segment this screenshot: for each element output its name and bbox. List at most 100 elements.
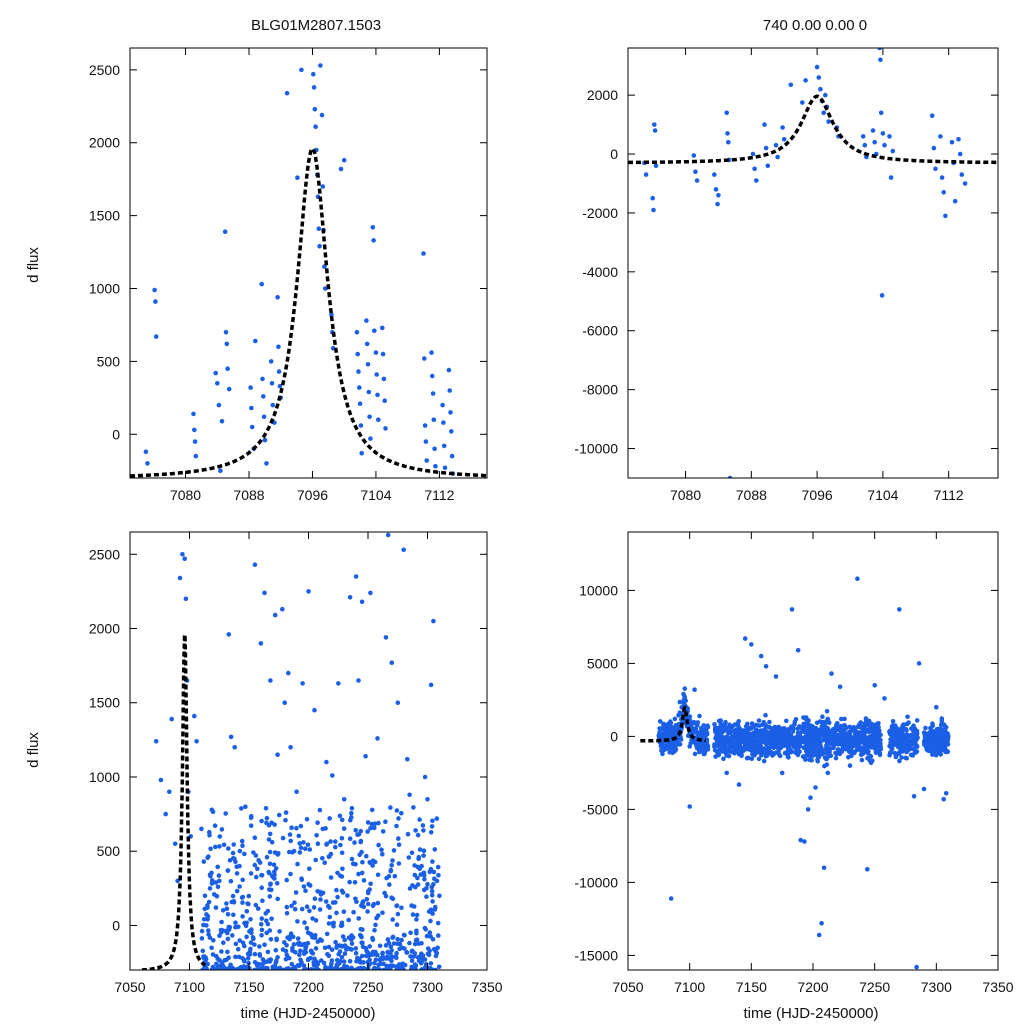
data-point (231, 842, 236, 847)
data-point (345, 893, 350, 898)
data-point (388, 965, 393, 970)
data-point (280, 835, 286, 841)
data-point (433, 967, 438, 970)
data-point (903, 742, 909, 747)
data-point (821, 865, 827, 871)
data-point (831, 731, 836, 736)
panel-bottom-right: 7050 7100 7150 7200 7250 7300 7350 -15000 -10000… (574, 531, 1014, 995)
data-point (308, 967, 314, 970)
data-point (217, 844, 222, 849)
data-point (895, 744, 901, 750)
data-point (334, 887, 339, 893)
data-point (841, 729, 846, 734)
data-point (726, 753, 732, 759)
data-point (407, 886, 413, 891)
data-point (283, 810, 289, 815)
data-point (365, 890, 371, 896)
data-point (815, 758, 820, 764)
data-point (395, 941, 401, 947)
data-point (840, 742, 846, 747)
data-point (414, 917, 419, 922)
x-tick-label: 7200 (293, 979, 324, 995)
data-point (265, 966, 270, 970)
data-point (383, 426, 388, 431)
data-point (417, 847, 423, 852)
x-tick-label: 7088 (736, 487, 767, 503)
data-point (882, 142, 887, 148)
scatter-points (153, 532, 442, 970)
data-point (721, 724, 727, 729)
data-point (367, 414, 372, 420)
data-point (353, 574, 359, 579)
data-point (873, 746, 878, 752)
data-point (411, 805, 416, 810)
data-point (214, 961, 219, 967)
data-point (320, 184, 326, 189)
data-point (827, 749, 832, 754)
data-point (347, 879, 352, 885)
data-point (301, 951, 307, 956)
data-point (231, 900, 237, 905)
data-point (326, 921, 332, 926)
data-point (929, 113, 935, 118)
data-point (317, 907, 323, 912)
panel-bottom-left: 7050 7100 7150 7200 7250 7300 7350 0 500 1000 1500… (89, 531, 503, 995)
data-point (333, 939, 338, 945)
data-point (431, 618, 436, 624)
data-point (200, 948, 206, 954)
data-point (365, 362, 371, 367)
data-point (436, 964, 442, 970)
data-point (378, 957, 384, 962)
data-point (767, 730, 773, 735)
data-point (337, 949, 343, 954)
data-point (810, 725, 816, 731)
data-point (297, 841, 303, 846)
data-point (926, 731, 931, 737)
y-tick-label: 1500 (89, 695, 120, 711)
y-tick-label: -10000 (574, 874, 618, 890)
data-point (191, 411, 196, 417)
data-point (340, 866, 345, 872)
data-point (435, 864, 441, 870)
data-point (177, 575, 183, 581)
data-point (441, 443, 447, 449)
data-point (411, 954, 417, 959)
data-point (802, 839, 807, 844)
data-point (407, 792, 412, 798)
data-point (416, 856, 421, 862)
data-point (425, 951, 431, 957)
data-point (206, 932, 211, 937)
data-point (383, 635, 389, 640)
data-point (798, 837, 803, 843)
data-point (247, 949, 253, 955)
data-point (243, 966, 248, 970)
data-point (236, 924, 241, 930)
data-point (330, 773, 335, 778)
data-point (750, 751, 755, 757)
data-point (267, 831, 273, 837)
data-point (266, 837, 272, 842)
x-tick-label: 7150 (233, 979, 264, 995)
data-point (806, 737, 811, 743)
data-point (773, 142, 779, 148)
data-point (821, 733, 826, 739)
data-point (368, 825, 373, 831)
data-point (203, 956, 209, 962)
data-point (349, 941, 355, 946)
data-point (943, 791, 949, 796)
data-point (225, 912, 231, 917)
data-point (424, 933, 430, 939)
data-point (207, 886, 213, 891)
x-tick-label: 7250 (859, 979, 890, 995)
data-point (788, 749, 794, 755)
data-point (396, 842, 402, 847)
data-point (375, 392, 380, 398)
data-point (232, 856, 237, 862)
data-point (325, 952, 330, 957)
data-point (375, 900, 381, 906)
data-point (763, 712, 768, 718)
data-point (284, 952, 290, 958)
data-point (367, 957, 373, 963)
x-tick-label: 7150 (736, 979, 767, 995)
data-point (394, 823, 399, 829)
